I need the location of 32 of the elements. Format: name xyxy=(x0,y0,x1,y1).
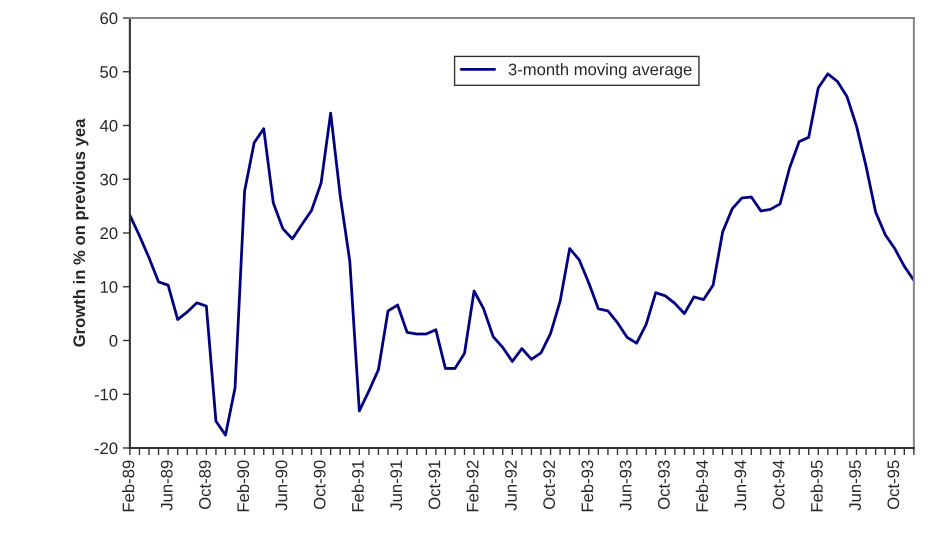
x-tick-label: Oct-89 xyxy=(199,460,211,510)
y-axis-title: Growth in % on previous yea xyxy=(72,118,88,347)
y-tick-label: 40 xyxy=(100,120,118,132)
y-tick-label: 60 xyxy=(100,12,118,24)
x-tick-label: Oct-90 xyxy=(314,460,326,510)
x-tick-label: Jun-89 xyxy=(160,460,173,510)
y-tick-label: 50 xyxy=(100,66,118,78)
x-tick-label: Oct-93 xyxy=(658,460,670,510)
x-tick-label: Jun-92 xyxy=(504,460,517,510)
y-tick-label: 20 xyxy=(100,227,118,240)
y-tick-label: -20 xyxy=(94,442,118,454)
x-tick-label: Feb-89 xyxy=(122,460,134,512)
y-tick-label: 30 xyxy=(100,174,118,186)
x-tick-label: Feb-95 xyxy=(810,460,823,512)
x-tick-label: Jun-95 xyxy=(849,460,861,510)
x-tick-label: Feb-94 xyxy=(696,460,708,512)
x-tick-label: Oct-94 xyxy=(772,460,784,510)
x-tick-label: Oct-91 xyxy=(428,460,440,510)
x-tick-label: Feb-93 xyxy=(581,460,594,512)
x-tick-label: Oct-92 xyxy=(543,460,556,510)
y-tick-label: 10 xyxy=(100,281,118,293)
legend-label: 3-month moving average xyxy=(508,63,692,79)
x-tick-label: Jun-91 xyxy=(390,460,402,510)
x-tick-label: Oct-95 xyxy=(887,460,900,510)
x-tick-label: Jun-94 xyxy=(734,460,746,510)
x-tick-label: Feb-90 xyxy=(236,460,250,512)
x-tick-label: Jun-90 xyxy=(276,460,288,510)
x-tick-label: Jun-93 xyxy=(620,460,632,510)
x-tick-label: Feb-92 xyxy=(466,460,479,512)
y-tick-label: 0 xyxy=(109,334,118,347)
y-tick-label: -10 xyxy=(94,388,118,400)
x-tick-label: Feb-91 xyxy=(352,460,364,512)
